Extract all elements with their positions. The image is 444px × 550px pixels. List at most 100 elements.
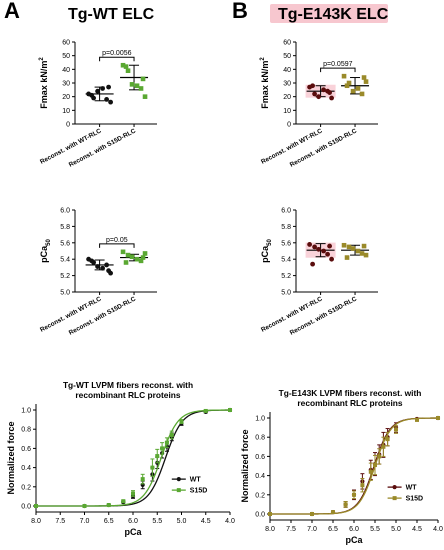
b-pca50-series-0 [305, 242, 336, 267]
a-pca50-ylabel: pCa50 [39, 238, 52, 262]
a-fmax-ytick-label: 40 [62, 67, 70, 74]
panel-b: B Tg-E143K ELC 0 10 20 30 40 50 60 Fmax kN/m2 Re… [232, 0, 443, 545]
a-fmax-ytick-label: 10 [62, 108, 70, 115]
a-curve-fit-line [36, 409, 230, 507]
b-curve-point [360, 483, 365, 488]
a-pca50-ytick-label: 5.6 [60, 240, 70, 247]
panel-a-letter: A [4, 0, 20, 23]
a-pca50-ytick-label: 5.4 [60, 257, 70, 264]
a-fmax-ylabel: Fmax kN/m2 [39, 57, 49, 109]
a-curve-ytick-label: 0.4 [21, 465, 31, 472]
a-fmax-point [95, 88, 100, 94]
b-pca50-point [329, 256, 334, 262]
b-curve-title-line: Tg-E143K LVPM fibers reconst. with [279, 388, 422, 398]
b-curve-xtick-label: 4.5 [412, 526, 422, 533]
a-curve-xtick-label: 8.0 [31, 518, 41, 525]
b-pca50-point [316, 246, 321, 252]
b-fmax-ytick-label: 10 [283, 108, 291, 115]
a-curve-xtick-label: 7.5 [55, 518, 65, 525]
b-curve-xtick-label: 6.5 [328, 526, 338, 533]
b-fmax-ytick-label: 20 [283, 94, 291, 101]
a-pca50-ytick-label: 6.0 [60, 208, 70, 215]
a-pca50-point [138, 258, 144, 264]
a-pca50-point [100, 265, 105, 271]
a-curve-xtick-label: 6.0 [128, 518, 138, 525]
b-pca50-point [361, 243, 367, 249]
b-curve-xtick-label: 7.5 [286, 526, 296, 533]
a-pca50-series-0 [85, 256, 114, 276]
panel-b-title: Tg-E143K ELC [278, 6, 389, 23]
a-curve-point [164, 440, 169, 445]
b-curve-legend-label: WT [406, 485, 418, 492]
b-fmax-series-1 [341, 73, 370, 97]
b-curve-point [331, 510, 335, 515]
b-pca50-point [363, 252, 369, 258]
a-curve-xtick-label: 4.0 [225, 518, 235, 525]
a-curve-legend-label: WT [190, 477, 202, 484]
b-fmax-point [316, 94, 321, 100]
b-pca50-point [310, 261, 315, 267]
a-fmax-pvalue: p=0.0056 [102, 50, 131, 57]
a-curve-legend-marker [176, 488, 181, 493]
a-curve-ytick-label: 1.0 [21, 408, 31, 415]
a-pca50-point [129, 254, 135, 260]
b-pca50-point [325, 251, 330, 257]
a-pca50-point [104, 262, 109, 268]
b-curve-ytick-label: 0.6 [255, 454, 265, 461]
a-curve-xtick-label: 7.0 [80, 518, 90, 525]
a-curve-point [150, 465, 155, 470]
a-fmax-ytick-label: 50 [62, 53, 70, 60]
b-fmax-point [355, 86, 361, 91]
b-pca50-ytick-label: 5.8 [281, 224, 291, 231]
a-curve-point [82, 504, 87, 508]
b-pca50-series-1 [341, 242, 370, 260]
b-fmax-ytick-label: 0 [287, 122, 291, 129]
a-curve-title-line: recombinant RLC proteins [75, 390, 181, 400]
a-curve-xtick-label: 5.5 [152, 518, 162, 525]
a-pca50-category-label: Reconst. with S15D-RLC [68, 295, 137, 336]
b-pca50-point [312, 244, 317, 250]
a-fmax-point [100, 86, 105, 91]
a-fmax-ytick-label: 20 [62, 94, 70, 101]
b-curve-legend-marker [392, 496, 397, 501]
a-fmax-ytick-label: 0 [66, 122, 70, 129]
a-curve-ytick-label: 0.2 [21, 484, 31, 491]
a-pca50-ylabel-text: pCa [39, 245, 49, 263]
b-curve-point [436, 416, 440, 420]
a-pca50-point [140, 255, 146, 260]
panel-b-letter: B [232, 0, 248, 23]
a-curve-point [160, 446, 165, 451]
a-curve-point [131, 491, 135, 496]
b-fmax-series-0 [305, 83, 336, 101]
a-fmax-point [108, 99, 113, 105]
a-pca50-point [142, 251, 148, 256]
panel-a-title: Tg-WT ELC [68, 6, 155, 23]
b-curve-legend-marker [392, 485, 397, 490]
b-curve-point [381, 444, 386, 449]
a-curve-point [169, 432, 174, 437]
a-curve-ytick-label: 0.6 [21, 446, 31, 453]
b-fmax-ylabel-text: Fmax kN/m [260, 61, 270, 109]
a-fmax-point [104, 97, 109, 102]
a-curve-point [106, 503, 111, 508]
b-pca50-ytick-label: 5.2 [281, 273, 291, 280]
b-pca50-ylabel-script: 50 [267, 238, 273, 245]
b-fmax-point [359, 91, 365, 97]
b-curve-ylabel: Normalized force [240, 429, 250, 502]
b-curve-ytick-label: 1.0 [255, 416, 265, 423]
a-fmax-ytick-label: 30 [62, 81, 70, 88]
b-pca50-ylabel-text: pCa [260, 245, 270, 263]
panel-b-title-highlight [270, 4, 388, 23]
a-fmax-series-1 [120, 62, 149, 99]
a-pca50-pvalue: p=0.05 [106, 237, 128, 244]
b-fmax-point [361, 75, 367, 80]
a-pca50-point [134, 256, 140, 262]
a-curve-point [121, 499, 126, 504]
b-curve-xtick-label: 8.0 [265, 526, 275, 533]
b-curve-point [385, 437, 390, 442]
a-pca50-point [95, 264, 100, 269]
a-pca50-point [106, 268, 111, 274]
b-pca50-ytick-label: 5.6 [281, 240, 291, 247]
b-curve-fit-line [270, 417, 439, 515]
